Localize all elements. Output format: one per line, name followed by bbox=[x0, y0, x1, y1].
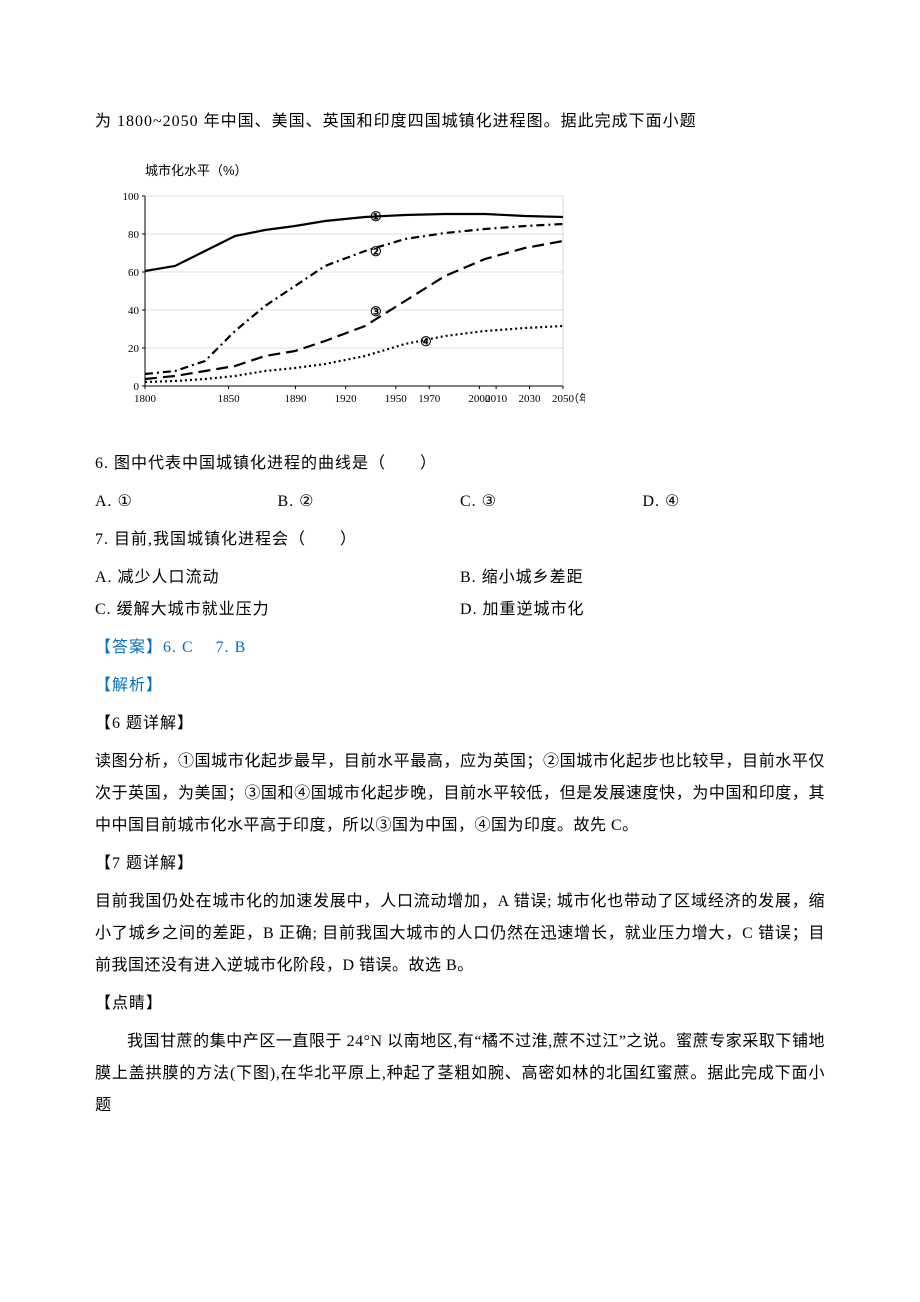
q7-opt-a[interactable]: A. 减少人口流动 bbox=[95, 562, 460, 594]
svg-text:2010: 2010 bbox=[485, 393, 508, 405]
q6-options: A. ① B. ② C. ③ D. ④ bbox=[95, 486, 825, 518]
explanation-label: 【解析】 bbox=[95, 670, 825, 702]
svg-text:0: 0 bbox=[134, 381, 140, 393]
svg-text:1970: 1970 bbox=[418, 393, 441, 405]
q6-opt-b[interactable]: B. ② bbox=[278, 486, 461, 518]
q6-opt-a[interactable]: A. ① bbox=[95, 486, 278, 518]
svg-text:（年）: （年） bbox=[568, 391, 585, 405]
svg-text:2030: 2030 bbox=[519, 393, 542, 405]
q6-explain-text: 读图分析，①国城市化起步最早，目前水平最高，应为英国；②国城市化起步也比较早，目… bbox=[95, 746, 825, 842]
svg-text:1850: 1850 bbox=[218, 393, 241, 405]
chart-title: 城市化水平（%） bbox=[105, 158, 825, 184]
svg-text:②: ② bbox=[370, 244, 382, 259]
svg-text:1800: 1800 bbox=[134, 393, 157, 405]
passage-text: 我国甘蔗的集中产区一直限于 24°N 以南地区,有“橘不过淮,蔗不过江”之说。蜜… bbox=[95, 1026, 825, 1122]
chart-svg: 0204060801001800185018901920195019702000… bbox=[105, 186, 585, 416]
svg-text:20: 20 bbox=[128, 343, 140, 355]
urbanization-chart: 城市化水平（%） 0 20 40 60 80 100 1800 1850 1890 1920 195… bbox=[95, 158, 825, 428]
q7-opt-c[interactable]: C. 缓解大城市就业压力 bbox=[95, 594, 460, 626]
q7-explain-heading: 【7 题详解】 bbox=[95, 848, 825, 880]
svg-text:40: 40 bbox=[128, 305, 140, 317]
svg-text:①: ① bbox=[370, 209, 382, 224]
q6-opt-c[interactable]: C. ③ bbox=[460, 486, 643, 518]
svg-text:1890: 1890 bbox=[284, 393, 307, 405]
answer-line: 【答案】6. C 7. B bbox=[95, 632, 825, 664]
svg-text:80: 80 bbox=[128, 229, 140, 241]
q7-opt-d[interactable]: D. 加重逆城市化 bbox=[460, 594, 825, 626]
svg-text:④: ④ bbox=[420, 334, 432, 349]
hint-heading: 【点睛】 bbox=[95, 988, 825, 1020]
q6-opt-d[interactable]: D. ④ bbox=[643, 486, 826, 518]
q6-stem: 6. 图中代表中国城镇化进程的曲线是（ ） bbox=[95, 448, 825, 480]
q7-opt-b[interactable]: B. 缩小城乡差距 bbox=[460, 562, 825, 594]
q7-stem: 7. 目前,我国城镇化进程会（ ） bbox=[95, 524, 825, 556]
svg-text:1920: 1920 bbox=[335, 393, 358, 405]
q6-explain-heading: 【6 题详解】 bbox=[95, 708, 825, 740]
svg-text:100: 100 bbox=[123, 191, 140, 203]
q7-options: A. 减少人口流动 B. 缩小城乡差距 C. 缓解大城市就业压力 D. 加重逆城… bbox=[95, 562, 825, 626]
svg-text:60: 60 bbox=[128, 267, 140, 279]
q7-explain-text: 目前我国仍处在城市化的加速发展中，人口流动增加，A 错误; 城市化也带动了区域经… bbox=[95, 886, 825, 982]
intro-text: 为 1800~2050 年中国、美国、英国和印度四国城镇化进程图。据此完成下面小… bbox=[95, 106, 825, 138]
svg-text:③: ③ bbox=[370, 304, 382, 319]
svg-text:1950: 1950 bbox=[385, 393, 408, 405]
